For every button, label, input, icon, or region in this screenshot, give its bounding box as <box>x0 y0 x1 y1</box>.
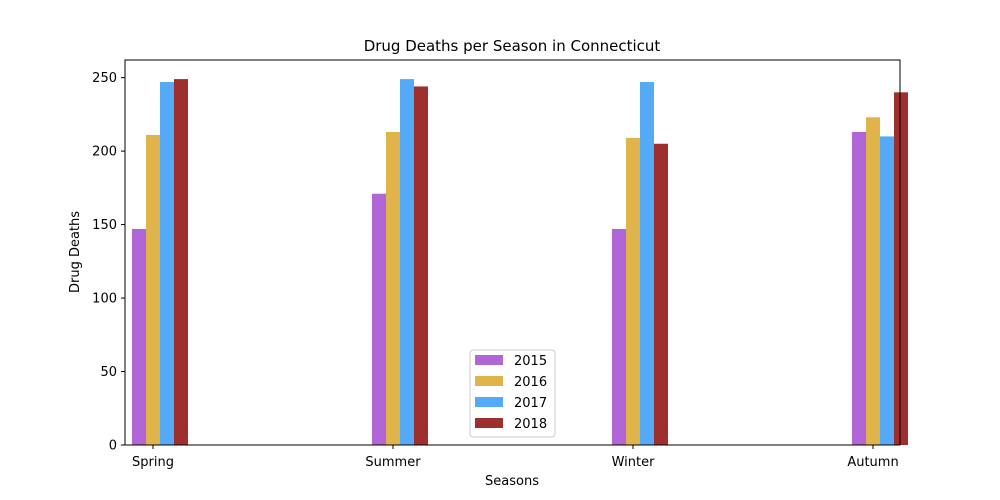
legend-items: 2015 2016 2017 2018 <box>475 354 547 432</box>
plot-area-frame <box>124 59 901 446</box>
bar-2016-spring <box>146 134 160 445</box>
legend-label-2017: 2017 <box>514 396 547 411</box>
legend: 2015 2016 2017 2018 <box>469 349 556 438</box>
legend-label-2015: 2015 <box>514 354 547 369</box>
bars-layer <box>132 79 908 445</box>
legend-label-2018: 2018 <box>514 417 547 432</box>
legend-label-2016: 2016 <box>514 375 547 390</box>
bar-2017-summer <box>400 79 414 445</box>
bar-2016-summer <box>386 132 400 445</box>
bar-2016-winter <box>626 137 640 445</box>
bar-2015-autumn <box>852 132 866 445</box>
x-tick-label-autumn: Autumn <box>847 455 898 470</box>
x-tick-label-winter: Winter <box>612 455 656 470</box>
bar-2015-summer <box>372 193 386 445</box>
x-axis-label: Seasons <box>485 474 539 489</box>
y-axis-label: Drug Deaths <box>68 211 83 293</box>
chart-title: Drug Deaths per Season in Connecticut <box>364 37 661 55</box>
legend-swatch-2018 <box>475 418 503 428</box>
x-axis-ticks: Spring Summer Winter Autumn <box>132 445 899 470</box>
bar-2015-spring <box>132 228 146 445</box>
legend-swatch-2016 <box>475 376 503 386</box>
bar-2018-winter <box>654 143 668 445</box>
bar-2018-autumn <box>894 92 908 445</box>
bar-2015-winter <box>612 228 626 445</box>
y-tick-label: 50 <box>100 365 117 380</box>
legend-box <box>469 349 556 438</box>
legend-swatch-2015 <box>475 355 503 365</box>
bar-2017-spring <box>160 82 174 445</box>
bar-2016-autumn <box>866 117 880 445</box>
y-tick-label: 200 <box>92 145 117 160</box>
y-tick-label: 250 <box>92 71 117 86</box>
bar-2018-spring <box>174 79 188 445</box>
legend-swatch-2017 <box>475 397 503 407</box>
y-axis-ticks: 0 50 100 150 200 250 <box>92 71 125 454</box>
bar-2018-summer <box>414 86 428 445</box>
y-tick-label: 150 <box>92 218 117 233</box>
bar-2017-winter <box>640 82 654 445</box>
y-tick-label: 0 <box>109 439 117 454</box>
bar-2017-autumn <box>880 136 894 445</box>
y-tick-label: 100 <box>92 292 117 307</box>
x-tick-label-spring: Spring <box>132 455 174 470</box>
x-tick-label-summer: Summer <box>365 455 421 470</box>
